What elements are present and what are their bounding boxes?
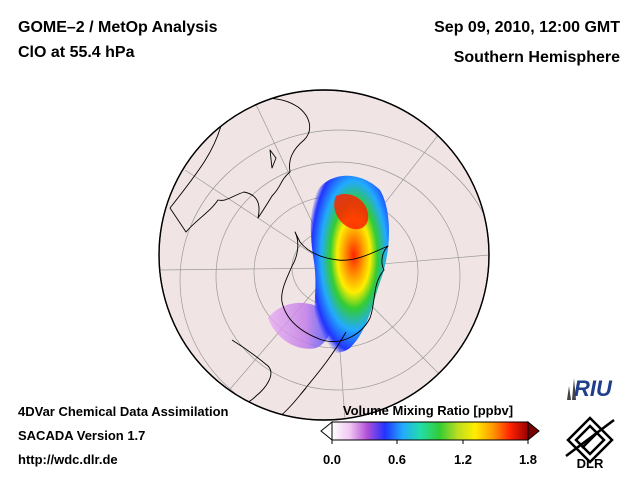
- footer-url[interactable]: http://wdc.dlr.de: [18, 452, 118, 467]
- clo-vortex: [310, 175, 389, 353]
- dlr-logo-text: DLR: [577, 456, 604, 471]
- footer-version: SACADA Version 1.7: [18, 428, 146, 443]
- title-date-time: Sep 09, 2010, 12:00 GMT: [434, 19, 620, 36]
- title-instrument: GOME–2 / MetOp Analysis: [18, 19, 218, 36]
- colorbar-tick-label-3: 1.8: [519, 452, 537, 467]
- footer-method: 4DVar Chemical Data Assimilation: [18, 404, 229, 419]
- colorbar-tick-label-1: 0.6: [388, 452, 406, 467]
- coast-madagascar: [269, 149, 277, 169]
- riu-logo: RIU: [567, 376, 613, 401]
- colorbar-max-arrow: [527, 420, 540, 442]
- riu-logo-text: RIU: [574, 376, 613, 401]
- title-hemisphere: Southern Hemisphere: [453, 49, 620, 66]
- coast-antarctica: [281, 231, 389, 342]
- colorbar-tick-label-2: 1.2: [454, 452, 472, 467]
- clo-field: [268, 175, 389, 353]
- colorbar-label: Volume Mixing Ratio [ppbv]: [343, 403, 513, 418]
- colorbar-tick-label-0: 0.0: [323, 452, 341, 467]
- title-species-level: ClO at 55.4 hPa: [18, 44, 135, 61]
- dlr-logo: [565, 416, 615, 464]
- globe-outline: [158, 89, 490, 421]
- clo-maximum: [334, 194, 369, 230]
